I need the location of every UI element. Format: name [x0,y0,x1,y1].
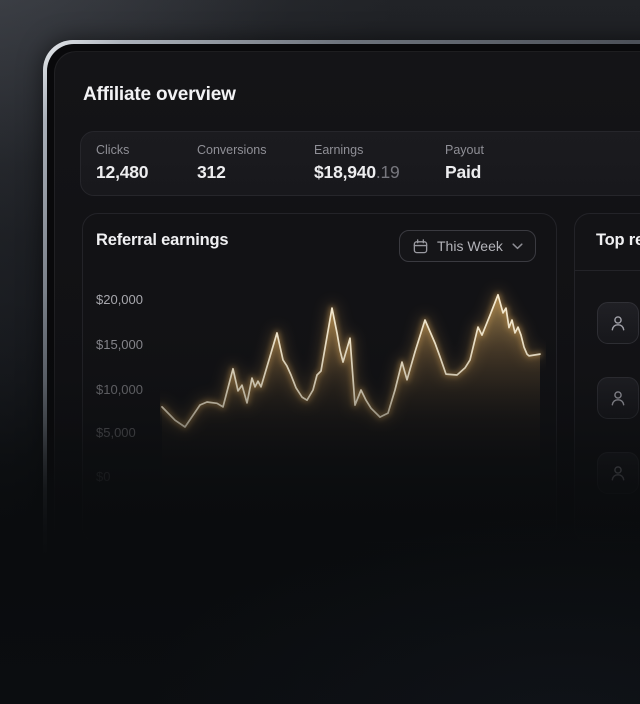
y-axis-label: $0 [96,469,111,484]
earnings-area-chart [160,289,546,508]
stat-value-decimal: .19 [375,162,400,182]
stat-payout: Payout Paid [445,132,484,195]
chart-title: Referral earnings [96,231,229,249]
person-icon [608,313,628,333]
referrer-item[interactable] [597,302,639,344]
y-axis-label: $15,000 [96,337,143,352]
stat-label: Earnings [314,143,364,157]
stat-earnings: Earnings $18,940.19 [314,132,400,195]
chevron-down-icon [512,242,523,250]
stat-value: 12,480 [96,162,149,182]
range-label: This Week [437,238,503,254]
panel-divider [575,270,640,271]
person-icon [608,463,628,483]
stats-bar: Clicks 12,480 Conversions 312 Earnings $… [80,131,640,196]
person-icon [608,388,628,408]
date-range-selector[interactable]: This Week [399,230,536,262]
stat-value: Paid [445,162,482,182]
y-axis-label: $10,000 [96,382,143,397]
stat-value: 312 [197,162,226,182]
y-axis-label: $5,000 [96,425,136,440]
stat-label: Conversions [197,143,267,157]
calendar-icon [412,238,429,255]
y-axis-label: $20,000 [96,292,143,307]
stat-label: Payout [445,143,484,157]
stat-clicks: Clicks 12,480 [96,132,149,195]
referrer-item[interactable] [597,377,639,419]
stat-value: $18,940.19 [314,162,400,182]
page-title: Affiliate overview [83,84,236,105]
stat-conversions: Conversions 312 [197,132,266,195]
referrer-item[interactable] [597,452,639,494]
panel-title: Top referrers [596,231,640,249]
stat-label: Clicks [96,143,130,157]
